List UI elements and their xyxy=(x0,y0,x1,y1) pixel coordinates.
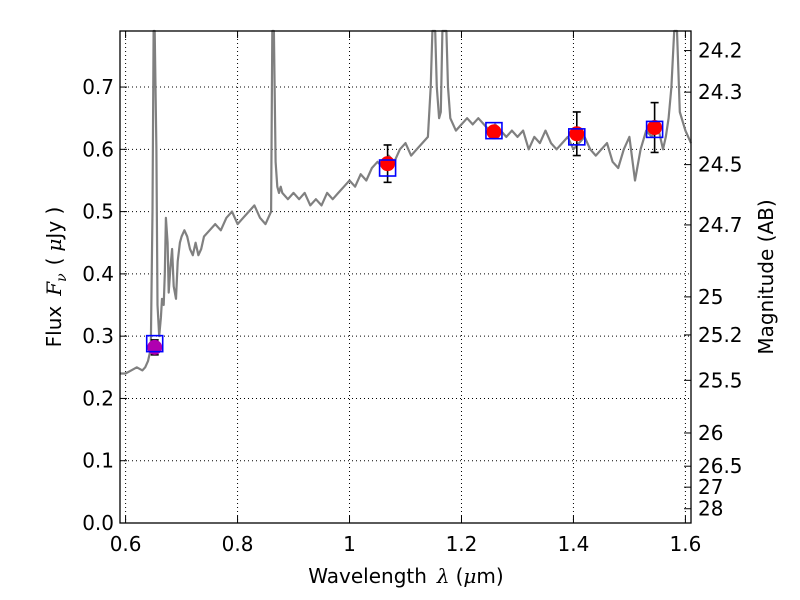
mag-tick-label: 24.2 xyxy=(698,39,743,63)
mag-tick-label: 27 xyxy=(698,475,723,499)
x-tick-label: 0.6 xyxy=(110,532,142,556)
y-tick-label: 0.2 xyxy=(82,386,114,410)
mag-tick-label: 24.3 xyxy=(698,80,743,104)
data-point xyxy=(147,339,163,355)
mag-tick-label: 25.5 xyxy=(698,368,743,392)
mag-tick-label: 24.7 xyxy=(698,213,743,237)
y-tick-label: 0.6 xyxy=(82,137,114,161)
photometry-layer xyxy=(145,101,664,356)
mag-tick-label: 26.5 xyxy=(698,454,743,478)
model-point xyxy=(378,159,397,177)
y-tick-label: 0.5 xyxy=(82,200,114,224)
x-axis-label: Wavelength λ (μm) xyxy=(308,564,503,588)
y-tick-label: 0.3 xyxy=(82,324,114,348)
x-tick-label: 1.2 xyxy=(446,532,478,556)
spectrum-layer xyxy=(120,29,693,375)
data-point xyxy=(647,120,663,136)
data-point xyxy=(486,124,502,140)
data-point xyxy=(569,126,585,142)
x-tick-label: 1 xyxy=(343,532,356,556)
grid xyxy=(120,31,691,524)
model-point xyxy=(567,128,586,146)
y-tick-label: 0.0 xyxy=(82,511,114,535)
spectrum-line xyxy=(120,29,693,375)
plot-frame xyxy=(119,30,692,524)
model-point xyxy=(145,334,164,353)
y-tick-label: 0.7 xyxy=(82,75,114,99)
ticks: 0.6 0.8 1 1.2 1.4 1.6 0.0 0.1 0.2 0.3 0.4 0.5 0.6 0.7… xyxy=(82,31,743,556)
mag-tick-label: 26 xyxy=(698,421,723,445)
mag-tick-label: 25.2 xyxy=(698,323,743,347)
y-tick-label: 0.1 xyxy=(82,449,114,473)
data-point xyxy=(380,156,396,172)
model-point xyxy=(485,121,503,140)
y2-axis-label: Magnitude (AB) xyxy=(754,199,778,354)
model-point xyxy=(645,120,664,139)
mag-tick-label: 28 xyxy=(698,497,723,521)
x-tick-label: 1.6 xyxy=(669,532,701,556)
x-tick-label: 0.8 xyxy=(222,532,254,556)
mag-tick-label: 25 xyxy=(698,285,723,309)
y-tick-label: 0.4 xyxy=(82,262,114,286)
mag-tick-label: 24.5 xyxy=(698,153,743,177)
x-tick-label: 1.4 xyxy=(558,532,590,556)
y-axis-label: FluxFν(μJy ) xyxy=(42,207,70,348)
